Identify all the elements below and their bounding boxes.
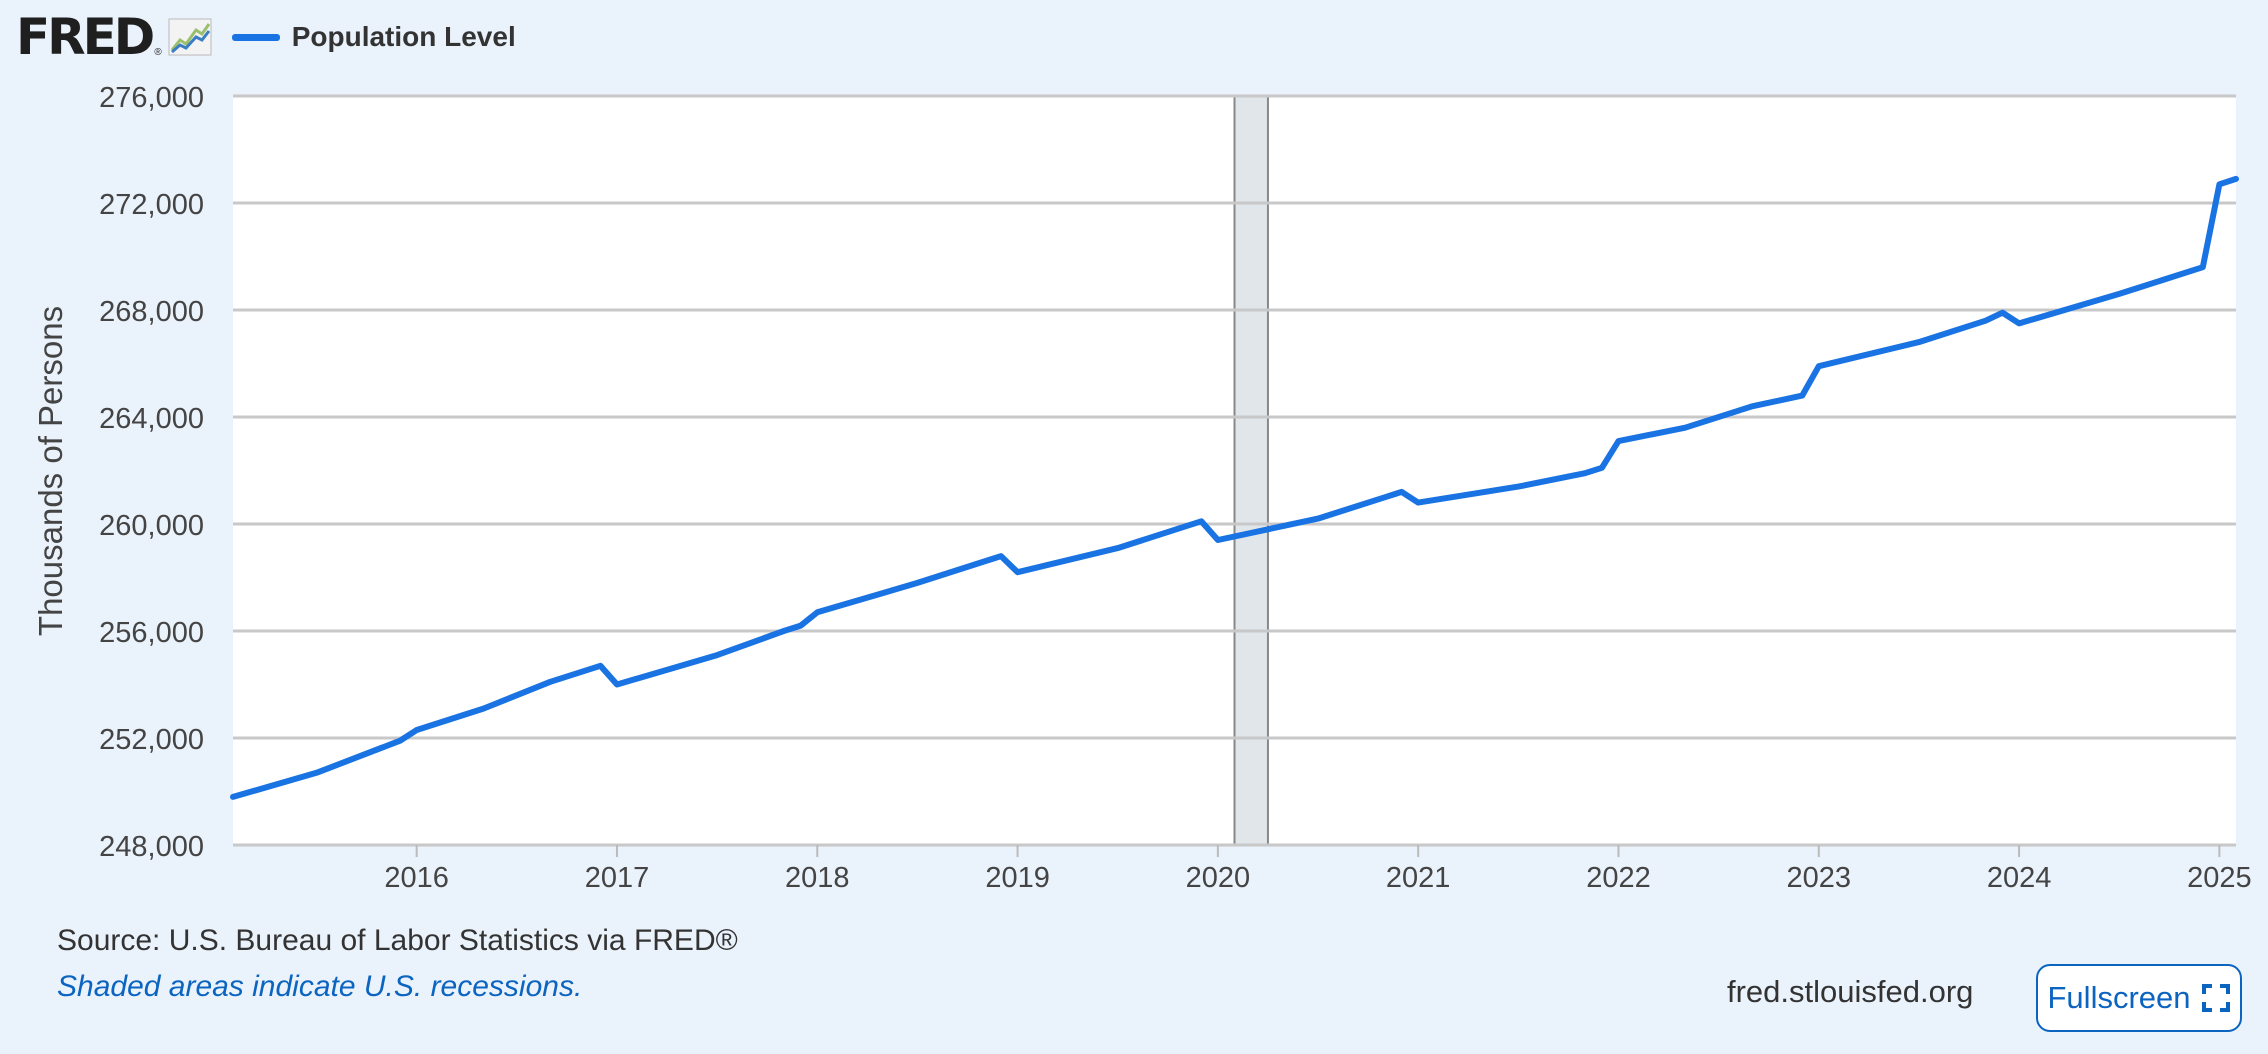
legend-label: Population Level xyxy=(291,21,516,52)
series-line xyxy=(230,175,2239,800)
legend-swatch xyxy=(231,33,280,41)
x-tick-label: 2018 xyxy=(785,862,850,894)
legend: Population Level xyxy=(231,21,516,53)
y-tick-label: 248,000 xyxy=(99,831,204,863)
site-url: fred.stlouisfed.org xyxy=(1727,974,1974,1009)
x-tick-label: 2016 xyxy=(384,862,449,894)
x-tick-label: 2025 xyxy=(2187,862,2252,894)
chart-header: FRED ® Population Level xyxy=(16,12,516,62)
x-tick-label: 2023 xyxy=(1787,862,1852,894)
x-tick-label: 2024 xyxy=(1987,862,2052,894)
y-tick-label: 264,000 xyxy=(99,403,204,435)
y-tick-label: 272,000 xyxy=(99,189,204,221)
y-tick-label: 256,000 xyxy=(99,617,204,649)
x-tick-label: 2022 xyxy=(1586,862,1651,894)
recession-note: Shaded areas indicate U.S. recessions. xyxy=(57,970,583,1003)
fullscreen-label: Fullscreen xyxy=(2047,980,2191,1015)
y-axis-label: Thousands of Persons xyxy=(32,306,69,636)
x-tick-label: 2019 xyxy=(985,862,1050,894)
y-tick-label: 276,000 xyxy=(99,82,204,114)
fred-logo[interactable]: FRED xyxy=(16,8,155,66)
y-tick-label: 252,000 xyxy=(99,724,204,756)
recession-band xyxy=(1233,95,1269,846)
source-text: Source: U.S. Bureau of Labor Statistics … xyxy=(57,924,738,957)
y-tick-label: 260,000 xyxy=(99,510,204,542)
line-chart-logo-icon xyxy=(168,18,212,56)
y-tick-label: 268,000 xyxy=(99,296,204,328)
line-chart: 248,000 252,000 256,000 260,000 264,000 268,0… xyxy=(32,82,2252,894)
fullscreen-icon xyxy=(2201,984,2230,1012)
x-tick-label: 2017 xyxy=(585,862,650,894)
registered-mark: ® xyxy=(154,46,162,58)
x-tick-label: 2021 xyxy=(1386,862,1451,894)
x-tick-label: 2020 xyxy=(1186,862,1251,894)
fullscreen-button[interactable]: Fullscreen xyxy=(2036,964,2242,1032)
